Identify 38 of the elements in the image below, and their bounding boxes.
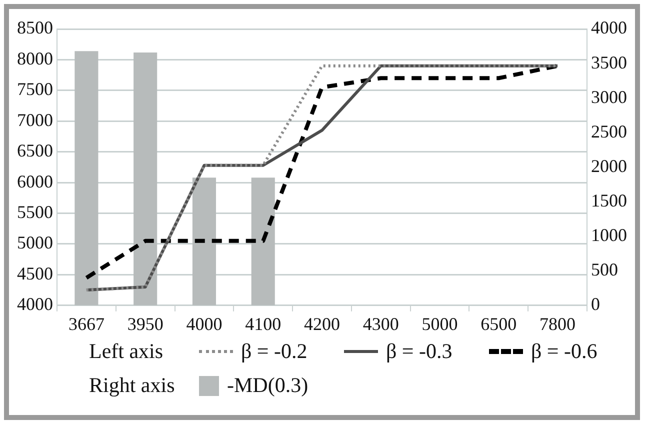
bar	[251, 178, 275, 306]
legend-label: -MD(0.3)	[227, 373, 308, 398]
legend-label: β = -0.6	[531, 339, 598, 364]
y-tick-label: 6000	[17, 171, 53, 192]
y-tick-label: 7000	[17, 110, 53, 130]
y-tick-label: 5500	[17, 202, 53, 222]
y-tick-label: 4000	[17, 294, 53, 314]
bar	[134, 52, 158, 306]
y2-tick-label: 3000	[591, 86, 627, 107]
x-tick-label: 6500	[480, 314, 517, 334]
y-tick-label: 5000	[17, 232, 53, 253]
text: Right axis	[89, 373, 175, 398]
x-tick-label: 4300	[362, 314, 399, 334]
x-tick-label: 3667	[68, 314, 104, 334]
y2-tick-label: 500	[591, 260, 618, 280]
text: Left axis	[89, 339, 164, 364]
x-tick-label: 4000	[186, 314, 222, 334]
y-tick-label: 8000	[17, 48, 53, 68]
y2-tick-label: 2500	[591, 121, 627, 142]
bar	[192, 178, 216, 306]
y2-tick-label: 2000	[591, 156, 627, 176]
y-tick-label: 7500	[17, 79, 53, 100]
x-tick-label: 4200	[304, 314, 340, 334]
y-tick-label: 6500	[17, 140, 53, 161]
y2-tick-label: 3500	[591, 52, 627, 72]
x-tick-label: 7800	[540, 314, 576, 334]
y2-tick-label: 4000	[591, 18, 627, 38]
x-tick-label: 4100	[245, 314, 282, 334]
y-tick-label: 8500	[17, 18, 53, 38]
x-tick-label: 5000	[422, 314, 458, 334]
y-tick-label: 4500	[17, 263, 53, 284]
legend-label: β = -0.3	[386, 339, 452, 364]
y2-tick-label: 1500	[591, 190, 627, 210]
y2-tick-label: 0	[591, 294, 600, 314]
x-tick-label: 3950	[127, 314, 164, 334]
y2-tick-label: 1000	[591, 225, 627, 246]
bar	[74, 51, 98, 306]
legend-label: β = -0.2	[241, 339, 308, 364]
